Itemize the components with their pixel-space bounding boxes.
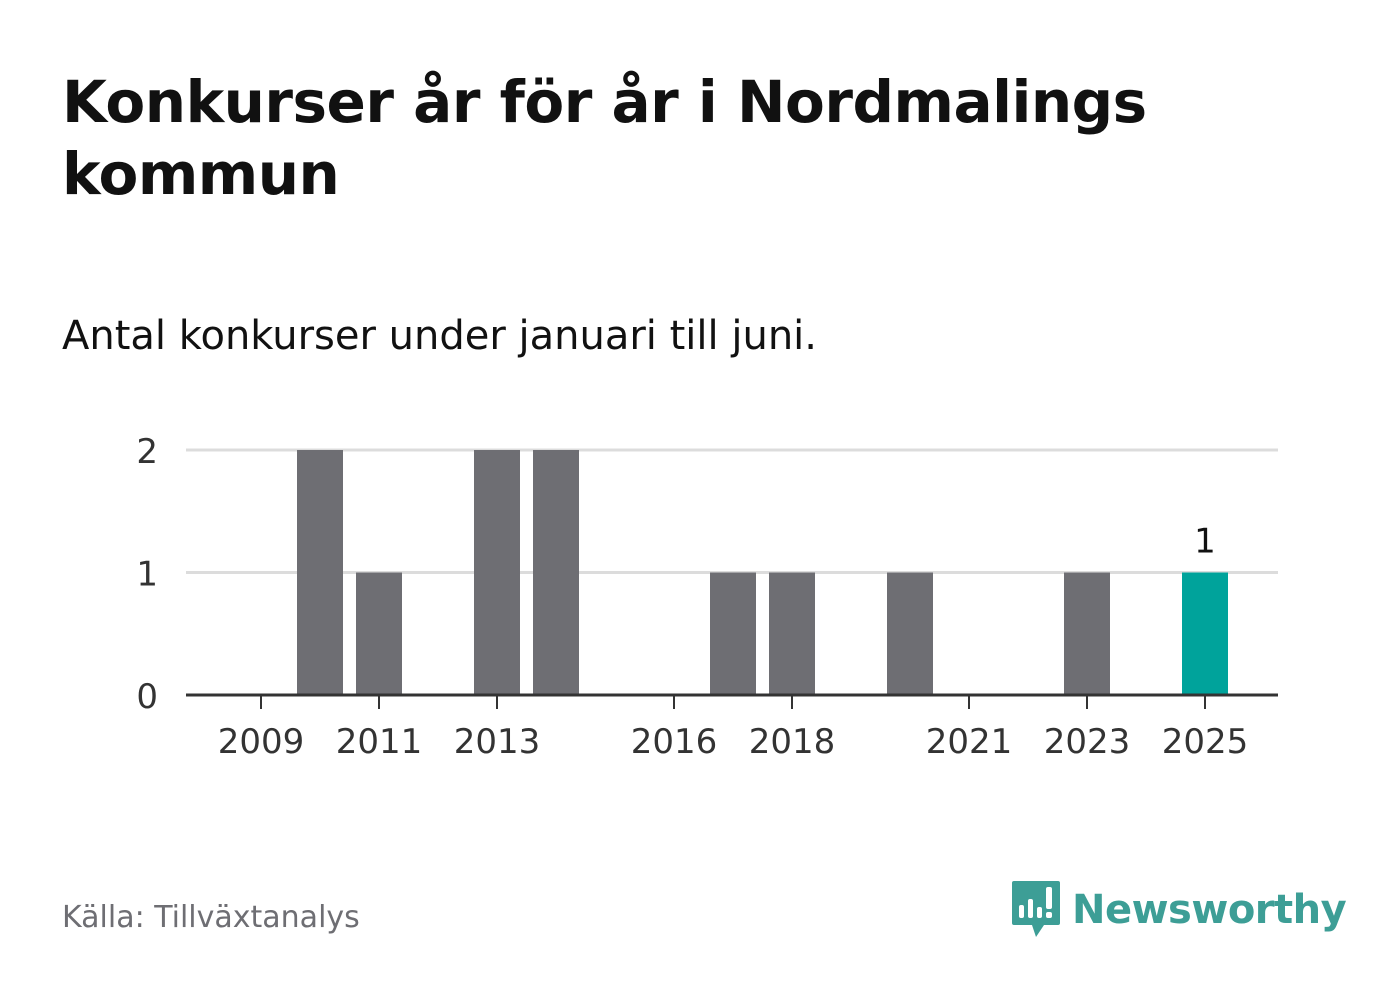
x-tick-label: 2023 (1044, 722, 1131, 762)
bar-2020 (887, 572, 933, 695)
bar-2023 (1064, 572, 1110, 695)
bar-2018 (769, 572, 815, 695)
x-tick-label: 2013 (454, 722, 541, 762)
axes (186, 693, 1278, 709)
bar-2017 (710, 572, 756, 695)
y-tick-label: 1 (136, 555, 158, 595)
data-label: 1 (1194, 522, 1216, 562)
bars (297, 450, 1228, 695)
y-tick-label: 2 (136, 432, 158, 472)
x-tick-label: 2021 (926, 722, 1013, 762)
bar-chart: 0 1 2 2009 2011 2013 2016 2018 2021 2023 2025 1 (136, 432, 1278, 762)
labels: 0 1 2 2009 2011 2013 2016 2018 2021 2023 2025 1 (136, 432, 1248, 762)
bar-2013 (474, 450, 520, 695)
gridlines (186, 448, 1278, 574)
bar-2025 (1182, 572, 1228, 695)
newsworthy-logo-icon (1012, 881, 1060, 937)
bar-2010 (297, 450, 343, 695)
x-tick-label: 2016 (631, 722, 718, 762)
x-tick-label: 2018 (749, 722, 836, 762)
x-tick-label: 2025 (1162, 722, 1249, 762)
chart-subtitle: Antal konkurser under januari till juni. (62, 313, 817, 359)
bar-2014 (533, 450, 579, 695)
bar-2011 (356, 572, 402, 695)
x-tick-label: 2009 (218, 722, 305, 762)
brand-logo: Newsworthy (1010, 878, 1347, 942)
brand-name: Newsworthy (1072, 887, 1347, 933)
source-note: Källa: Tillväxtanalys (62, 900, 360, 935)
y-tick-label: 0 (136, 677, 158, 717)
chart-title: Konkurser år för år i Nordmalings kommun (62, 68, 1147, 208)
x-tick-label: 2011 (336, 722, 423, 762)
